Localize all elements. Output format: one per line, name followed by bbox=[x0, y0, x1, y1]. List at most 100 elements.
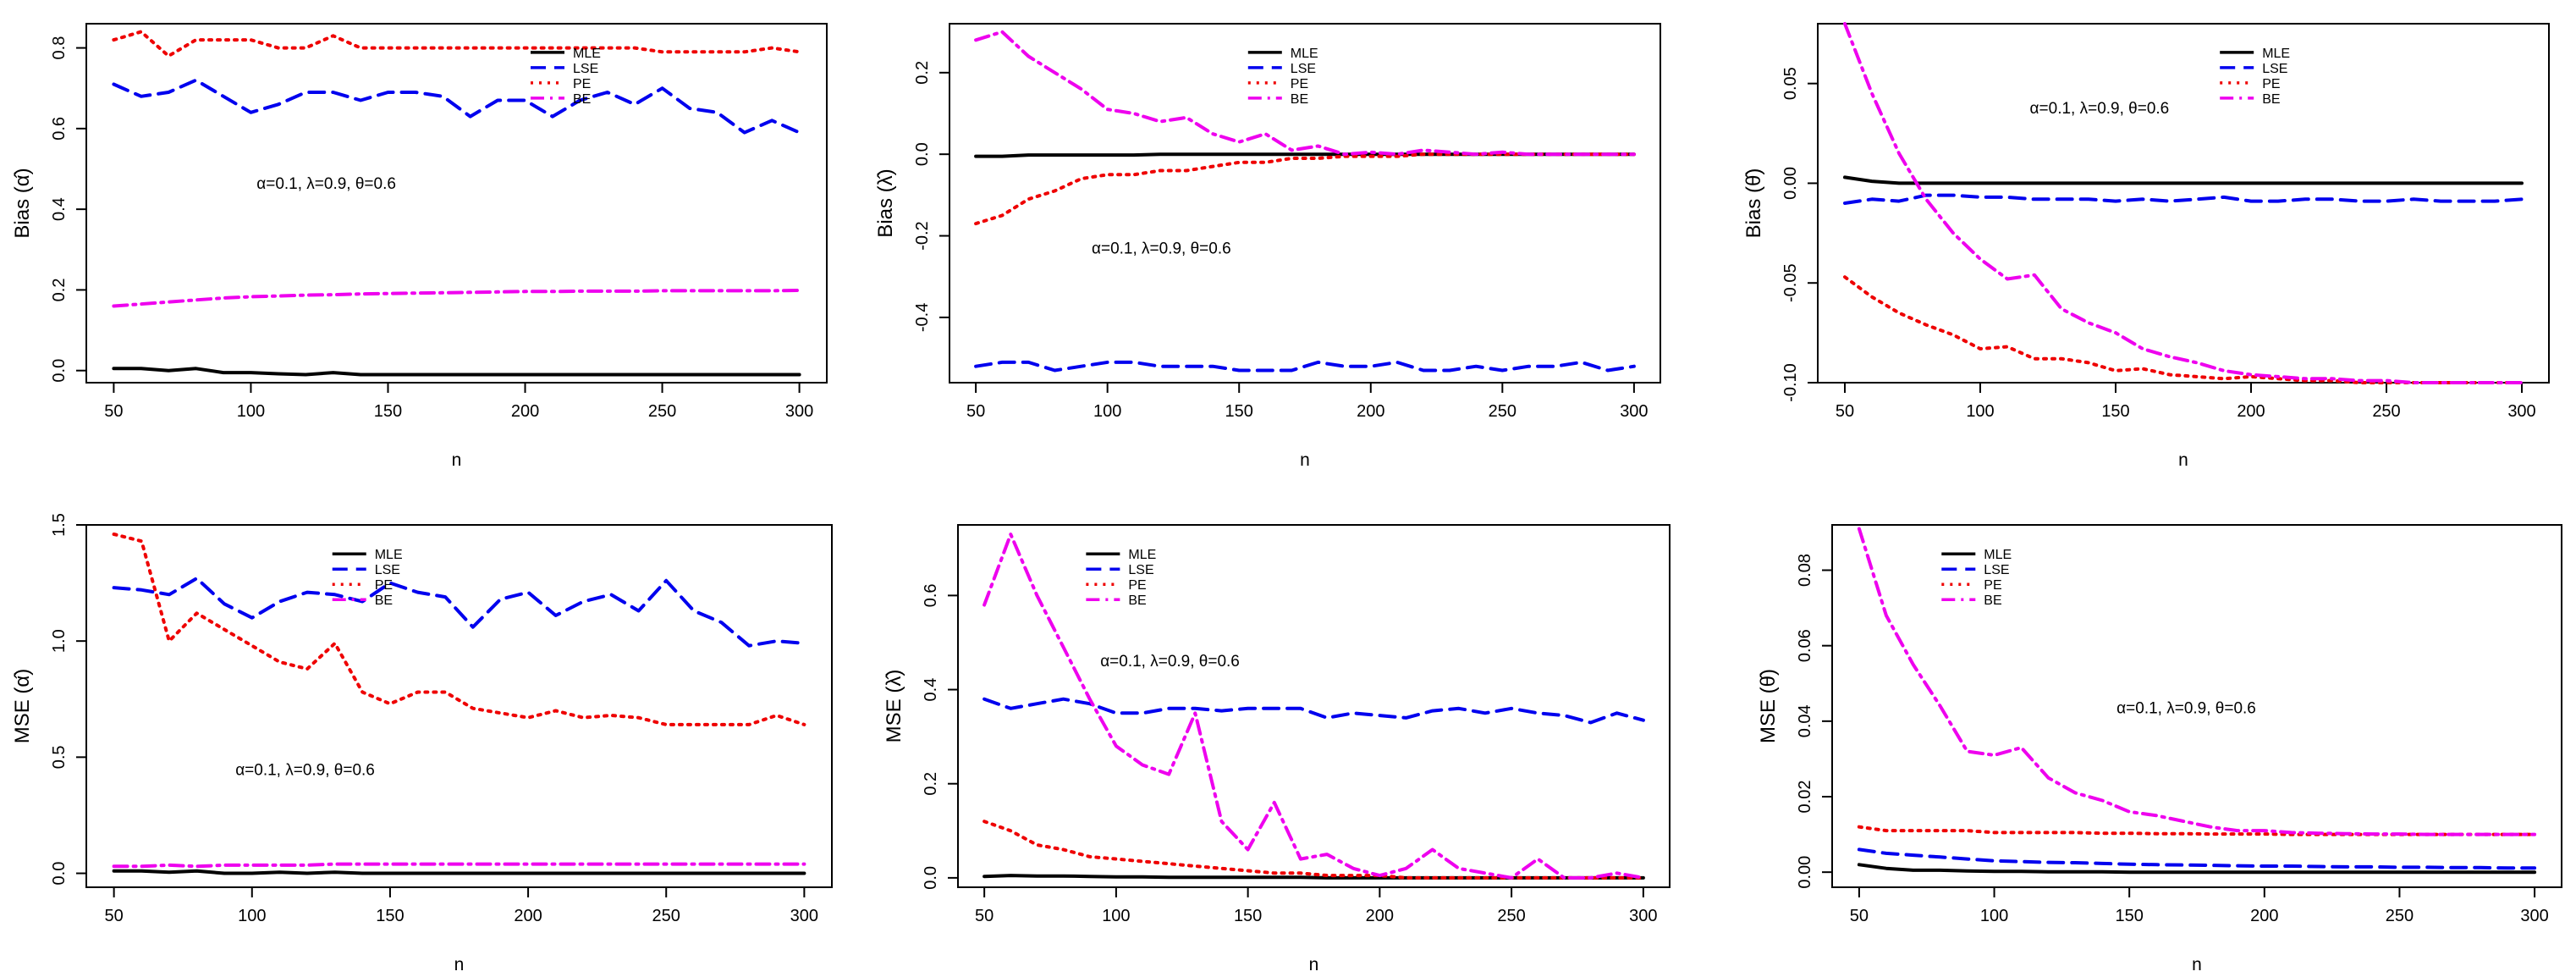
bias-theta-legend-label-pe: PE bbox=[2262, 77, 2280, 91]
mse-theta-x-tick-label: 100 bbox=[1980, 907, 2008, 925]
mse-theta-legend-label-be: BE bbox=[1984, 593, 2001, 608]
mse-theta-legend-label-pe: PE bbox=[1984, 578, 2001, 593]
mse-theta-x-tick-label: 200 bbox=[2250, 907, 2278, 925]
mse-alpha-x-axis-label: n bbox=[454, 955, 465, 974]
bias-alpha-y-tick-label: 0.0 bbox=[50, 359, 69, 383]
bias-alpha-x-tick-label: 300 bbox=[785, 402, 813, 421]
panel-bias-theta: 50 100 150 200 250 300 n -0.10 -0.05 0.00 0.05 Bias… bbox=[1742, 22, 2550, 470]
mse-theta-legend-label-mle: MLE bbox=[1984, 548, 2012, 562]
mse-lambda-plot-frame bbox=[957, 524, 1671, 888]
mse-theta-y-axis-label: MSE (θ̂) bbox=[1757, 669, 1780, 743]
bias-theta-y-tick-label: 0.05 bbox=[1781, 67, 1800, 100]
mse-theta-y-axis-label-symbol: θ̂ bbox=[1757, 672, 1780, 687]
bias-lambda-x-tick-label: 250 bbox=[1489, 402, 1516, 421]
mse-alpha-y-axis-label-symbol: α̂ bbox=[11, 672, 34, 687]
bias-lambda-legend-label-lse: LSE bbox=[1291, 62, 1316, 76]
bias-alpha-plot-frame bbox=[85, 23, 828, 384]
bias-lambda-x-tick-label: 150 bbox=[1225, 402, 1253, 421]
bias-theta-legend-label-mle: MLE bbox=[2262, 47, 2290, 61]
mse-theta-y-tick-label: 0.04 bbox=[1796, 704, 1814, 737]
mse-alpha-legend-label-pe: PE bbox=[375, 578, 393, 593]
mse-alpha-x-tick-label: 200 bbox=[514, 907, 542, 925]
bias-theta-x-tick-label: 250 bbox=[2372, 402, 2400, 421]
bias-lambda-x-tick-label: 50 bbox=[966, 402, 985, 421]
mse-lambda-y-axis-label-prefix: MSE ( bbox=[883, 687, 905, 743]
bias-lambda-y-tick-label: -0.2 bbox=[913, 221, 932, 250]
bias-theta-legend-label-be: BE bbox=[2262, 92, 2280, 107]
bias-theta-legend-label-lse: LSE bbox=[2262, 62, 2287, 76]
bias-theta-x-tick-label: 50 bbox=[1836, 402, 1854, 421]
mse-lambda-y-tick-label: 0.0 bbox=[922, 866, 940, 890]
mse-alpha-annotation: α=0.1, λ=0.9, θ=0.6 bbox=[235, 761, 375, 779]
bias-alpha-series-pe-line bbox=[112, 30, 801, 58]
mse-lambda-y-tick-label: 0.2 bbox=[922, 772, 940, 796]
mse-theta-y-tick-label: 0.02 bbox=[1796, 781, 1814, 814]
bias-lambda-x-tick-label: 300 bbox=[1620, 402, 1648, 421]
mse-lambda-series-pe-line bbox=[983, 820, 1645, 880]
bias-alpha-y-tick-label: 0.2 bbox=[50, 279, 69, 302]
mse-theta-y-tick-label: 0.00 bbox=[1796, 856, 1814, 889]
mse-theta-y-axis-label-suffix: ) bbox=[1757, 669, 1780, 676]
mse-alpha-x-tick-label: 150 bbox=[376, 907, 404, 925]
bias-lambda-legend-label-mle: MLE bbox=[1291, 47, 1318, 61]
bias-lambda-y-axis-label-symbol: λ̂ bbox=[874, 172, 897, 185]
mse-lambda-x-tick-label: 50 bbox=[975, 907, 994, 925]
bias-lambda-series-be-line bbox=[974, 30, 1636, 157]
bias-theta-x-axis-label: n bbox=[2178, 450, 2188, 470]
mse-lambda-x-tick-label: 100 bbox=[1102, 907, 1130, 925]
bias-alpha-series-lse-line bbox=[112, 78, 801, 135]
mse-lambda-legend-label-mle: MLE bbox=[1128, 548, 1156, 562]
bias-lambda-y-axis-label-suffix: ) bbox=[874, 168, 897, 175]
bias-lambda-y-tick-label: 0.2 bbox=[913, 61, 932, 85]
bias-alpha-legend-label-mle: MLE bbox=[573, 47, 601, 61]
mse-lambda-series-mle-line bbox=[983, 874, 1645, 880]
mse-alpha-y-tick-label: 1.0 bbox=[50, 629, 69, 653]
mse-alpha-legend-label-mle: MLE bbox=[375, 548, 403, 562]
bias-alpha-x-tick-label: 200 bbox=[511, 402, 539, 421]
mse-alpha-series-lse-line bbox=[112, 577, 806, 648]
bias-alpha-x-axis-label: n bbox=[452, 450, 462, 470]
bias-theta-y-axis-label-suffix: ) bbox=[1742, 168, 1765, 175]
bias-theta-y-tick-label: 0.00 bbox=[1781, 167, 1800, 200]
mse-alpha-plot-frame bbox=[85, 524, 833, 888]
bias-lambda-series-lse-line bbox=[974, 360, 1636, 373]
mse-alpha-legend-label-lse: LSE bbox=[375, 563, 400, 577]
bias-lambda-plot-frame bbox=[949, 23, 1661, 384]
bias-theta-x-tick-label: 300 bbox=[2507, 402, 2535, 421]
mse-alpha-y-tick-label: 0.5 bbox=[50, 745, 69, 769]
bias-lambda-legend-label-pe: PE bbox=[1291, 77, 1308, 91]
mse-alpha-x-tick-label: 250 bbox=[652, 907, 680, 925]
mse-alpha-series-mle-line bbox=[112, 869, 806, 875]
bias-lambda-annotation: α=0.1, λ=0.9, θ=0.6 bbox=[1092, 240, 1231, 257]
mse-alpha-x-tick-label: 100 bbox=[238, 907, 266, 925]
bias-alpha-series-mle-line bbox=[112, 367, 801, 377]
bias-alpha-x-tick-label: 100 bbox=[237, 402, 265, 421]
mse-alpha-y-axis-label-suffix: ) bbox=[11, 669, 34, 676]
mse-alpha-y-axis-label-prefix: MSE ( bbox=[11, 687, 34, 744]
panel-bias-lambda: 50 100 150 200 250 300 n -0.4 -0.2 0.0 0.2 Bias (λ̂… bbox=[874, 23, 1661, 470]
bias-alpha-y-axis-label: Bias (α̂) bbox=[11, 168, 34, 238]
mse-theta-x-tick-label: 150 bbox=[2115, 907, 2143, 925]
mse-alpha-series-be-line bbox=[112, 862, 806, 869]
mse-alpha-y-tick-label: 1.5 bbox=[50, 513, 69, 537]
mse-lambda-legend-label-be: BE bbox=[1128, 593, 1146, 608]
mse-alpha-series-pe-line bbox=[112, 533, 806, 726]
mse-theta-x-axis-label: n bbox=[2192, 955, 2202, 974]
bias-theta-series-mle-line bbox=[1843, 175, 2524, 185]
mse-alpha-x-tick-label: 50 bbox=[105, 907, 124, 925]
panel-mse-alpha: 50 100 150 200 250 300 n 0.0 0.5 1.0 1.5 MSE (α̂) α=… bbox=[11, 513, 833, 974]
mse-lambda-legend-label-lse: LSE bbox=[1128, 563, 1153, 577]
bias-lambda-x-axis-label: n bbox=[1300, 450, 1310, 470]
bias-lambda-y-tick-label: 0.0 bbox=[913, 142, 932, 166]
mse-lambda-y-axis-label-symbol: λ̂ bbox=[883, 673, 905, 687]
mse-lambda-x-tick-label: 150 bbox=[1234, 907, 1262, 925]
bias-alpha-y-tick-label: 0.4 bbox=[50, 197, 69, 221]
mse-theta-series-mle-line bbox=[1857, 863, 2537, 875]
bias-alpha-x-tick-label: 150 bbox=[374, 402, 402, 421]
mse-theta-y-tick-label: 0.08 bbox=[1796, 554, 1814, 587]
mse-alpha-y-tick-label: 0.0 bbox=[50, 862, 69, 886]
mse-lambda-y-axis-label: MSE (λ̂) bbox=[883, 670, 905, 743]
bias-theta-annotation: α=0.1, λ=0.9, θ=0.6 bbox=[2030, 100, 2170, 118]
